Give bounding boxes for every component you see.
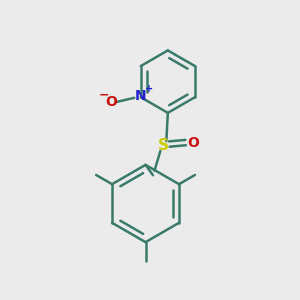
Text: O: O — [105, 95, 117, 109]
Text: S: S — [158, 138, 169, 153]
Text: −: − — [98, 89, 109, 102]
Text: N: N — [135, 89, 147, 103]
Text: O: O — [187, 136, 199, 150]
Text: +: + — [145, 84, 153, 94]
